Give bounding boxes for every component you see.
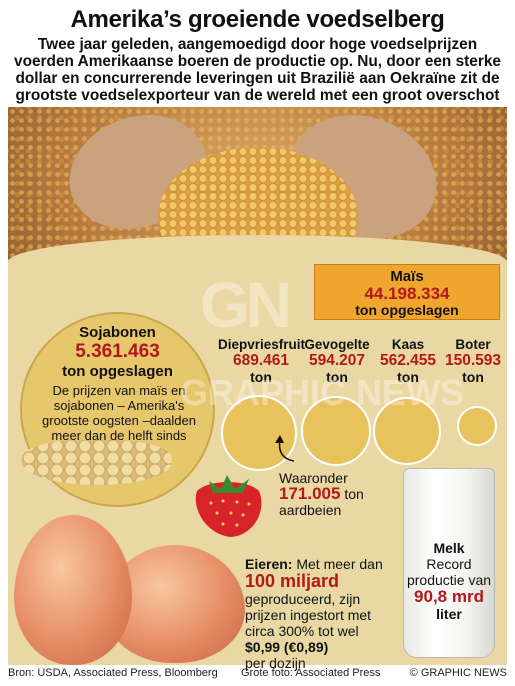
product-label: Diepvriesfruit <box>218 337 306 352</box>
soybeans-image <box>22 440 172 485</box>
product-boter: Boter 150.593 ton <box>442 337 504 385</box>
mais-label: Maïs <box>390 268 424 285</box>
bubble-boter <box>457 406 497 446</box>
intro-text: Twee jaar geleden, aangemoedigd door hog… <box>14 36 501 104</box>
product-unit: ton <box>397 369 419 385</box>
product-label: Kaas <box>391 337 425 352</box>
product-unit: ton <box>326 369 348 385</box>
melk-unit: liter <box>436 606 462 622</box>
eieren-text2: geproduceerd, zijn prijzen ingestort met… <box>245 591 372 639</box>
mais-unit: ton opgeslagen <box>355 302 459 318</box>
melk-line1: Record <box>426 556 472 572</box>
eieren-label: Eieren: <box>245 556 293 572</box>
product-value: 594.207 <box>308 352 366 369</box>
product-unit: ton <box>250 369 272 385</box>
product-diepvriesfruit: Diepvriesfruit 689.461 ton <box>218 337 306 385</box>
footer-source: Bron: USDA, Associated Press, Bloomberg <box>8 667 218 679</box>
bubble-gevogelte <box>301 396 371 466</box>
strawberry-image <box>195 475 262 537</box>
eieren-price: $0,99 (€0,89) <box>245 639 329 655</box>
product-label: Gevogelte <box>304 337 370 352</box>
footer-photo: Grote foto: Associated Press <box>241 667 381 679</box>
product-label: Boter <box>455 337 491 352</box>
product-kaas: Kaas 562.455 ton <box>375 337 441 385</box>
aardbeien-unit: ton <box>344 486 364 502</box>
bubble-diepvriesfruit <box>221 395 297 471</box>
product-value: 562.455 <box>379 352 437 369</box>
egg-front <box>14 515 132 665</box>
aardbeien-text: Waaronder 171.005 ton aardbeien <box>279 470 389 518</box>
melk-text: Melk Record productie van 90,8 mrd liter <box>405 540 493 622</box>
melk-value: 90,8 mrd <box>414 587 484 606</box>
pointer-arrow <box>275 435 295 462</box>
melk-line2: productie van <box>406 572 492 588</box>
page-title: Amerika’s groeiende voedselberg <box>70 6 445 33</box>
melk-label: Melk <box>433 540 465 556</box>
mais-box: Maïs 44.198.334 ton opgeslagen <box>314 264 500 320</box>
bubble-kaas <box>373 397 441 465</box>
footer-credit: © GRAPHIC NEWS <box>409 667 507 679</box>
soja-description: De prijzen van maïs en sojabonen – Ameri… <box>42 383 196 458</box>
product-value: 689.461 <box>232 352 290 369</box>
eieren-text3: per dozijn <box>245 655 306 671</box>
mais-value: 44.198.334 <box>364 284 450 303</box>
product-value: 150.593 <box>444 352 502 369</box>
soja-unit: ton opgeslagen <box>62 363 173 380</box>
soja-value: 5.361.463 <box>75 341 160 362</box>
aardbeien-prefix: Waaronder <box>279 470 348 486</box>
aardbeien-value: 171.005 <box>279 484 341 503</box>
aardbeien-suffix: aardbeien <box>279 502 342 518</box>
milk-glass <box>403 468 495 658</box>
soja-label: Sojabonen <box>79 324 156 341</box>
eieren-text1: Met meer dan <box>296 556 383 572</box>
product-unit: ton <box>462 369 484 385</box>
eieren-value: 100 miljard <box>245 571 340 591</box>
eieren-text: Eieren: Met meer dan 100 miljard geprodu… <box>245 556 397 671</box>
product-gevogelte: Gevogelte 594.207 ton <box>302 337 372 385</box>
